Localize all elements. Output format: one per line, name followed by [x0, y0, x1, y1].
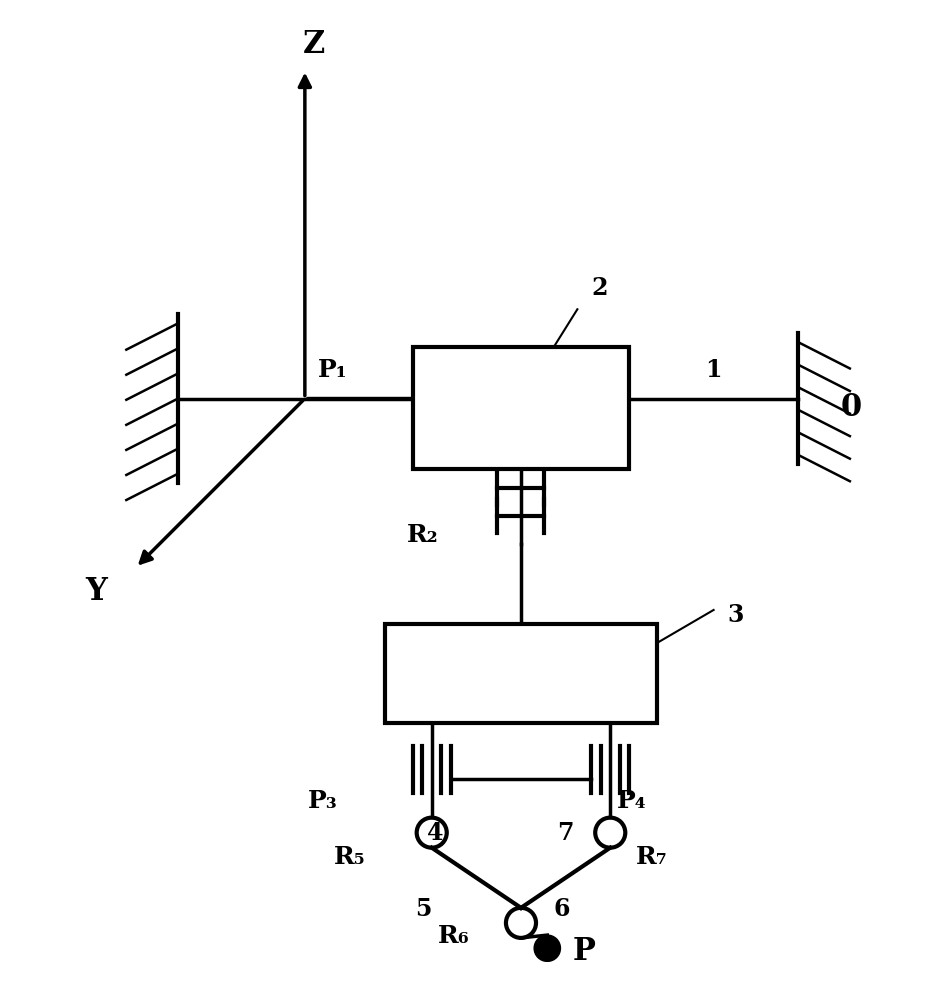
Text: P₁: P₁: [318, 358, 347, 381]
Text: Z: Z: [303, 30, 325, 60]
Circle shape: [534, 935, 560, 961]
Text: 1: 1: [705, 358, 721, 381]
Text: 4: 4: [428, 821, 444, 845]
Text: X: X: [510, 420, 534, 450]
Text: 0: 0: [841, 392, 862, 424]
Bar: [385, 624, 657, 723]
Text: P: P: [573, 936, 595, 966]
Text: R₅: R₅: [335, 845, 366, 869]
Text: P₄: P₄: [617, 789, 647, 813]
Text: R₇: R₇: [635, 845, 667, 869]
Text: 5: 5: [415, 896, 431, 921]
Text: 7: 7: [556, 821, 574, 845]
Bar: [413, 347, 629, 469]
Text: R₂: R₂: [407, 523, 438, 547]
Text: 3: 3: [728, 603, 744, 626]
Text: Y: Y: [85, 575, 107, 607]
Text: R₆: R₆: [438, 924, 469, 948]
Text: P₃: P₃: [308, 789, 337, 813]
Text: 2: 2: [592, 276, 608, 299]
Text: 6: 6: [554, 896, 571, 921]
